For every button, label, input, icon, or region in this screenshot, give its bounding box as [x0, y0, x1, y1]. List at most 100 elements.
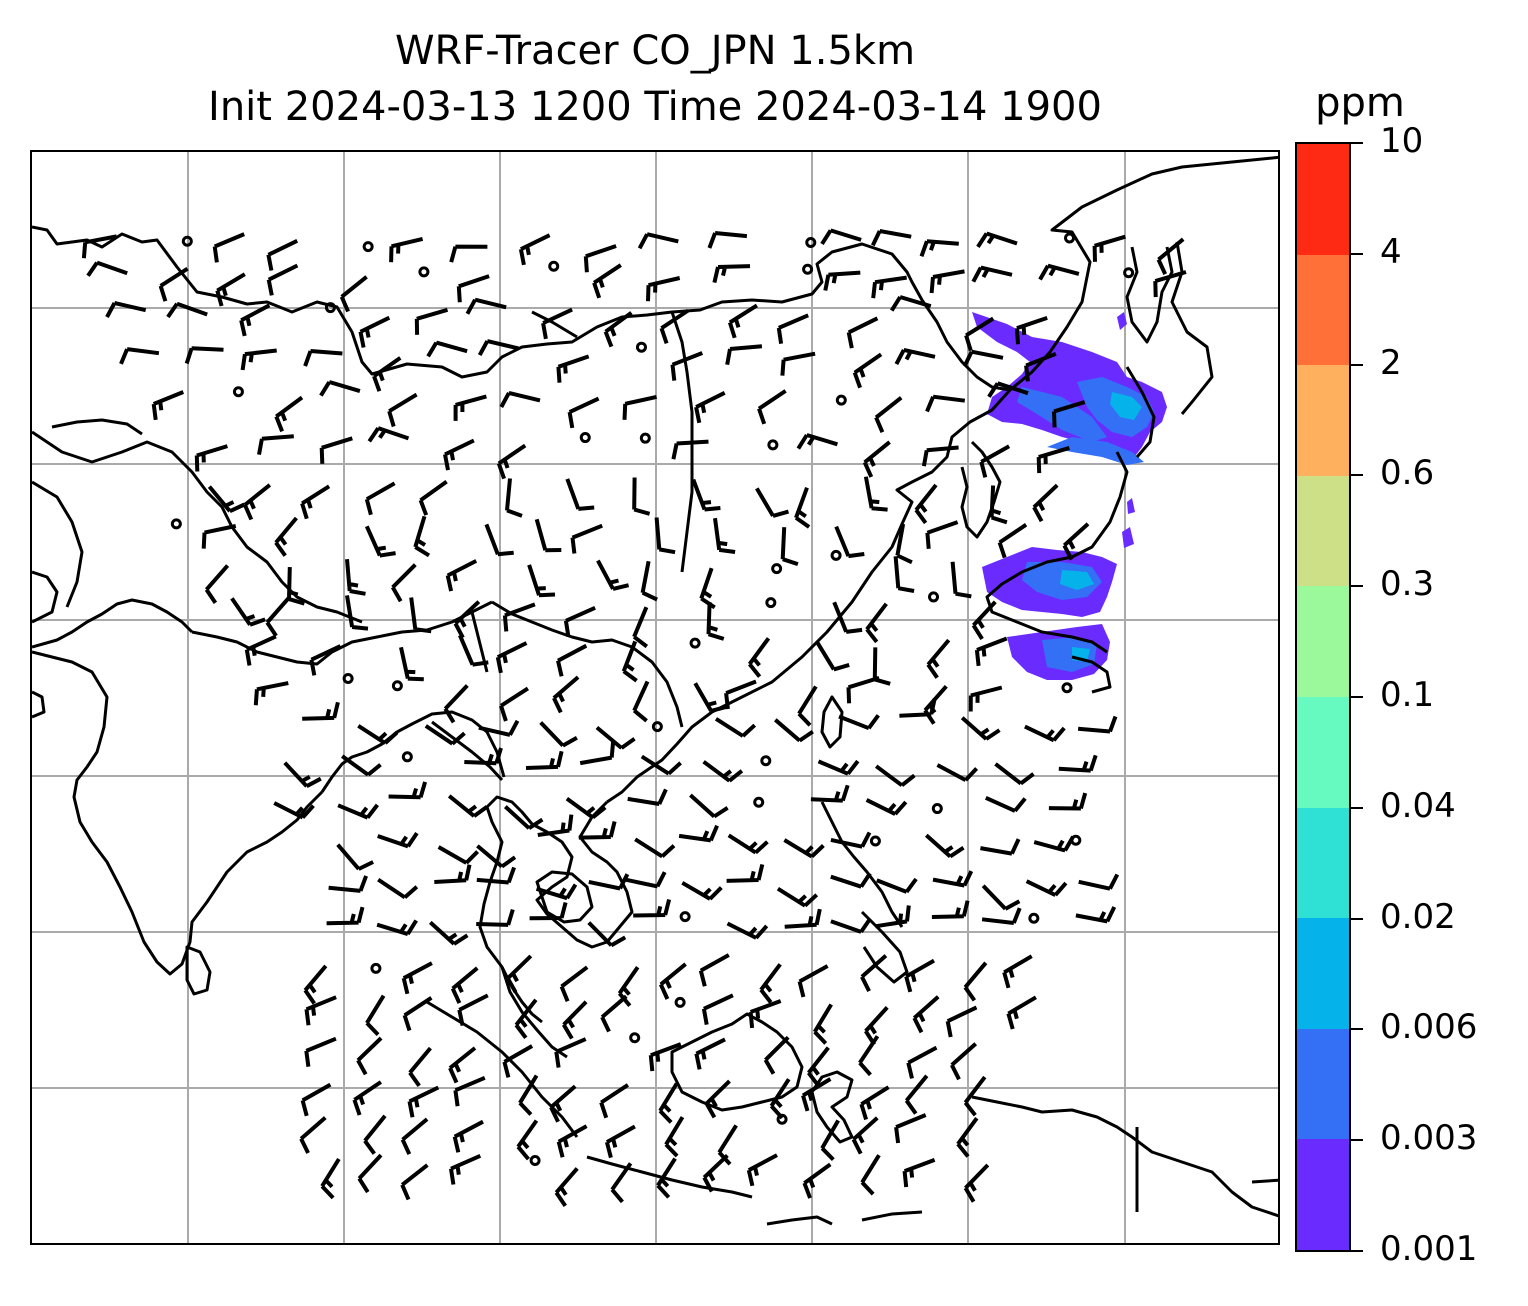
wind-barb [936, 763, 979, 782]
wind-barb-calm [765, 597, 777, 609]
colorbar-segment [1297, 807, 1349, 919]
wind-barb-calm [232, 386, 244, 398]
map-panel[interactable] [30, 150, 1280, 1245]
wind-barb [921, 445, 959, 467]
wind-barb [166, 301, 208, 319]
wind-barb [119, 347, 160, 365]
wind-barb [1077, 715, 1118, 734]
wind-barb [367, 426, 410, 443]
wind-barb [797, 964, 829, 998]
wind-barb [240, 348, 277, 371]
colorbar-tick-label: 0.02 [1380, 896, 1456, 937]
wind-barb [997, 523, 1028, 559]
wind-barb [640, 754, 682, 776]
wind-barb [567, 396, 600, 429]
wind-barb [303, 964, 328, 1005]
wind-barb [701, 993, 734, 1025]
colorbar-tick [1351, 917, 1363, 920]
wind-barb [399, 646, 424, 682]
wind-barb [724, 679, 757, 710]
wind-barb [874, 396, 903, 433]
wind-barb [243, 483, 272, 521]
wind-barb-calm [401, 751, 413, 763]
coastline-path [478, 795, 634, 1024]
wind-barb [457, 993, 489, 1027]
wind-barb-calm [869, 835, 881, 847]
wind-barb [971, 600, 997, 640]
colorbar-tick [1351, 806, 1363, 809]
wind-barb-calm [1064, 232, 1076, 244]
wind-barb [1156, 237, 1185, 275]
wind-barb [931, 900, 970, 919]
wind-barb [304, 1036, 337, 1067]
coastline-path [1071, 655, 1112, 694]
coastline-path [32, 650, 324, 976]
wind-barb [859, 1085, 890, 1121]
coastline-path [820, 695, 844, 749]
wind-barb [994, 762, 1035, 786]
wind-barb [299, 1116, 327, 1154]
wind-barb [273, 801, 315, 820]
wind-barb [352, 1080, 383, 1116]
wind-barb [875, 764, 916, 787]
wind-barb [860, 1154, 881, 1196]
wind-barb [204, 564, 230, 605]
wind-barb [851, 1116, 879, 1155]
coastline-path [586, 1155, 753, 1199]
wind-barb [610, 1162, 633, 1204]
wind-barb [556, 354, 590, 383]
coastline-path [32, 598, 194, 649]
wind-barb [748, 999, 782, 1029]
wind-barb [755, 487, 790, 518]
wind-barb-calm [928, 591, 940, 603]
wind-barb [328, 875, 368, 893]
wind-barb [726, 921, 769, 940]
wind-barb [401, 961, 433, 995]
wind-barb [621, 640, 638, 683]
wind-barb [418, 479, 448, 516]
colorbar-tick-label: 0.003 [1380, 1118, 1478, 1159]
wind-barb [902, 1158, 936, 1188]
wind-barb [627, 788, 668, 806]
wind-barb [596, 559, 630, 591]
coastline-path [32, 430, 363, 624]
wind-barb-calm [689, 637, 701, 649]
wind-barb [400, 1163, 429, 1201]
coastline-path [191, 600, 493, 666]
wind-barb-calm [370, 962, 382, 974]
wind-barb [894, 347, 936, 366]
wind-barb [603, 311, 633, 348]
wind-barb [407, 1085, 440, 1118]
wind-barb [476, 844, 517, 869]
wind-barb [588, 873, 630, 891]
wind-barb [539, 721, 578, 748]
wind-barb [1036, 445, 1070, 474]
wind-barb [253, 681, 289, 706]
colorbar-tick-label: 10 [1380, 121, 1424, 161]
coastline-path [606, 388, 1012, 804]
wind-barb [604, 1124, 636, 1159]
wind-barb [989, 485, 1008, 525]
wind-barbs [81, 228, 1187, 1208]
wind-barb [239, 303, 271, 337]
wind-barb [320, 1157, 341, 1200]
wind-barb-calm [1061, 682, 1073, 694]
wind-barb [780, 351, 816, 376]
wind-barb [637, 232, 679, 250]
wind-barb [950, 1042, 978, 1081]
coastline-path [32, 690, 46, 719]
wind-barb [535, 883, 578, 901]
wind-barb-calm [639, 432, 651, 444]
wind-barb [409, 597, 432, 634]
wind-barb [424, 724, 466, 746]
wind-barb [632, 477, 651, 516]
wind-barb [746, 1153, 778, 1187]
wind-barb [414, 307, 449, 335]
wind-barb [801, 1077, 832, 1112]
wind-barb [377, 877, 419, 900]
wind-barb [339, 275, 368, 313]
wind-barb [712, 264, 751, 284]
wind-barb-calm [181, 235, 193, 247]
wind-barb [763, 1035, 790, 1075]
colorbar-segment [1297, 144, 1349, 255]
